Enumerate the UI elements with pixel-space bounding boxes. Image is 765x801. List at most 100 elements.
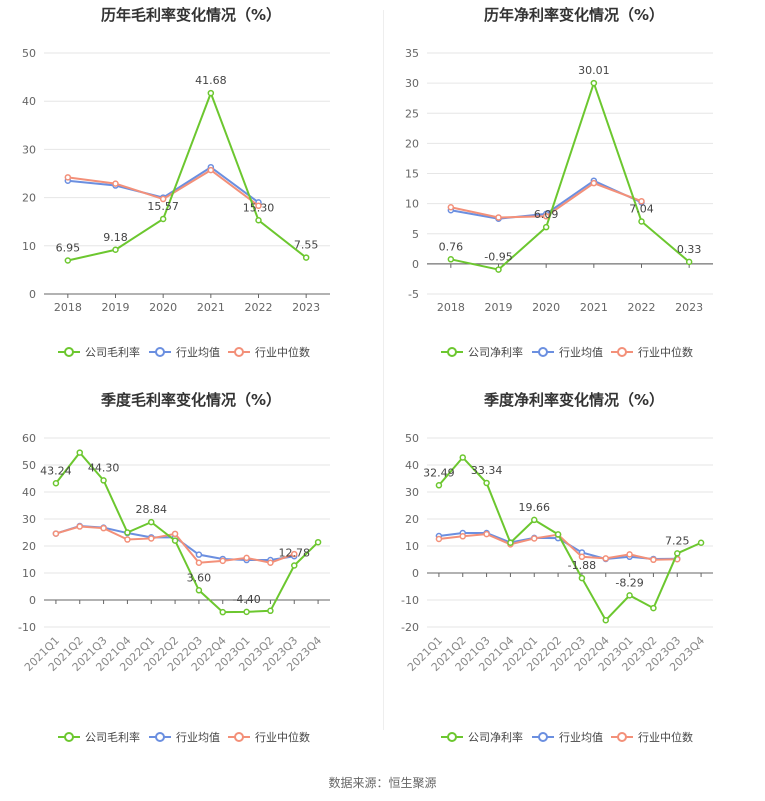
data-point [638,197,645,205]
legend-label: 行业中位数 [255,345,310,359]
data-point [578,574,586,582]
data-point [495,266,502,273]
data-point [207,166,215,174]
data-point [243,608,250,616]
data-label: 7.25 [665,534,690,547]
x-tick-label: 2021 [197,301,225,314]
data-label: -0.95 [484,251,512,264]
data-point [685,258,693,266]
series-line-0 [67,90,307,262]
chart-title: 季度毛利率变化情况（%） [101,391,281,409]
data-label: 0.33 [677,243,702,256]
y-tick-label: 0 [29,288,36,301]
data-point [531,535,538,542]
data-point [495,214,502,221]
data-point [219,557,226,565]
data-point [207,89,215,97]
x-tick-label: 2018 [437,301,465,314]
data-point [124,529,131,536]
legend-label: 行业均值 [559,346,603,359]
data-point [171,530,179,538]
data-point [195,559,203,566]
x-tick-label: 2022 [245,301,273,314]
series-line-0 [450,79,690,271]
data-point [590,179,598,187]
data-label: -4.40 [232,593,260,606]
legend-marker [234,732,244,742]
y-tick-label: 60 [22,432,36,445]
data-label: 7.04 [629,202,654,215]
data-label: 43.24 [40,464,72,477]
data-label: -8.29 [615,576,643,589]
data-label: 3.60 [187,571,212,584]
data-point [447,256,455,263]
data-point [531,516,538,524]
data-source-note: 数据来源：恒生聚源 [328,776,437,790]
data-label: 30.01 [578,64,610,77]
data-point [291,562,298,569]
y-tick-label: 30 [405,486,419,499]
data-point [100,477,107,484]
y-tick-label: 20 [405,513,419,526]
y-tick-label: 40 [22,486,36,499]
data-point [64,257,72,264]
legend-label: 公司净利率 [468,345,523,359]
chart-title: 历年净利率变化情况（%） [484,6,664,24]
legend-label: 公司净利率 [468,730,523,744]
data-point [76,449,83,456]
y-tick-label: 40 [405,459,419,472]
data-point [314,538,322,546]
x-tick-label: 2022 [628,301,656,314]
legend-label: 公司毛利率 [85,345,140,359]
x-tick-label: 2020 [532,301,560,314]
data-point [578,553,586,561]
y-tick-label: 20 [22,192,36,205]
data-point [638,218,645,225]
data-point [650,556,657,564]
data-point [542,213,550,220]
data-point [195,551,203,558]
data-point [302,254,310,261]
y-tick-label: 15 [405,168,419,181]
data-label: 6.09 [534,208,559,221]
legend-label: 行业均值 [176,731,220,744]
data-point [697,539,705,547]
data-point [124,536,131,543]
legend-label: 行业均值 [559,731,603,744]
chart-title: 历年毛利率变化情况（%） [101,6,281,24]
data-point [267,559,274,566]
legend-marker [234,347,244,357]
data-label: 6.95 [56,242,81,255]
legend-marker [155,732,165,742]
data-point [459,454,466,461]
y-tick-label: 30 [22,513,36,526]
y-tick-label: 40 [22,95,36,108]
legend-label: 行业中位数 [255,730,310,744]
legend-marker [64,732,74,742]
data-label: 28.84 [136,503,168,516]
data-point [112,246,119,254]
data-label: 0.76 [439,240,464,253]
data-point [542,223,550,231]
chart-title: 季度净利率变化情况（%） [484,391,664,409]
data-point [435,482,443,489]
x-tick-label: 2021 [580,301,608,314]
data-label: -1.88 [568,559,596,572]
data-point [602,555,609,562]
legend-marker [538,347,548,357]
y-tick-label: 0 [29,594,36,607]
y-tick-label: 50 [22,459,36,472]
y-tick-label: 20 [405,137,419,150]
legend-marker [64,347,74,357]
data-point [52,530,60,537]
series-line-0 [438,455,702,622]
data-label: 19.66 [519,501,551,514]
data-point [291,550,298,558]
y-tick-label: 0 [412,258,419,271]
y-tick-label: 50 [405,432,419,445]
data-point [171,537,179,544]
legend-marker [447,732,457,742]
data-point [76,523,83,530]
data-point [554,531,562,538]
data-label: 33.34 [471,464,503,477]
